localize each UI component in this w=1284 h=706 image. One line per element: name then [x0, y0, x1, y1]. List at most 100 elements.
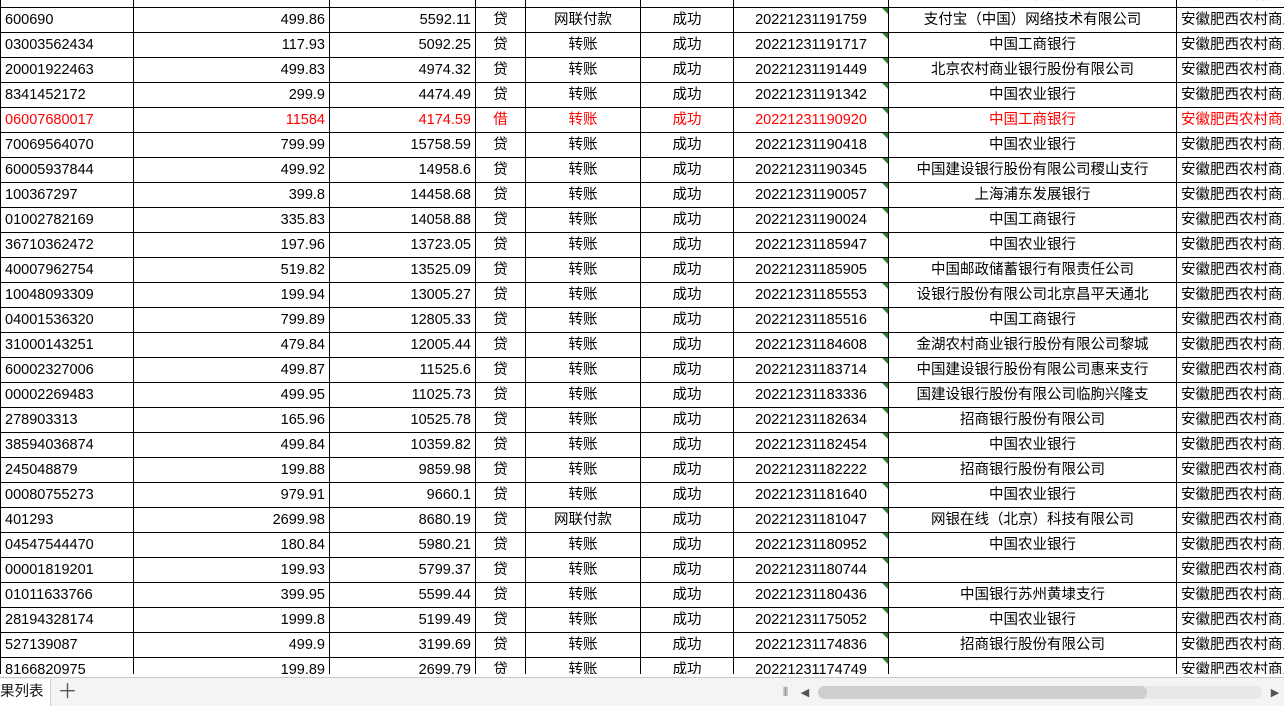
cell-account[interactable]: 20001922463	[0, 57, 134, 83]
cell-status[interactable]: 成功	[640, 482, 734, 508]
cell-balance[interactable]: 5592.11	[329, 7, 476, 33]
cell-transaction-type[interactable]: 转账	[525, 482, 641, 508]
table-row[interactable]: 8341452172 299.9 4474.49 贷转账 成功 2022123119134…	[0, 82, 1284, 108]
cell-datetime[interactable]: 20221231175052	[733, 607, 889, 633]
cell-account[interactable]: 401293	[0, 507, 134, 533]
cell-account[interactable]: 01002782169	[0, 207, 134, 233]
cell-debit-credit[interactable]: 贷	[475, 432, 526, 458]
add-sheet-icon[interactable]: ＋	[57, 680, 78, 703]
cell-datetime[interactable]: 20221231184608	[733, 332, 889, 358]
cell-account[interactable]: 01011633766	[0, 582, 134, 608]
cell-datetime[interactable]: 20221231180952	[733, 532, 889, 558]
cell-bank[interactable]: 安徽肥西农村商业银行	[1176, 0, 1284, 8]
cell-status[interactable]: 成功	[640, 407, 734, 433]
cell-bank[interactable]: 安徽肥西农村商业银行	[1176, 357, 1284, 383]
cell-balance[interactable]: 14458.68	[329, 182, 476, 208]
table-row[interactable]: 01002782169 335.83 14058.88 贷转账 成功 2022123119…	[0, 207, 1284, 233]
cell-status[interactable]: 成功	[640, 232, 734, 258]
cell-transaction-type[interactable]: 转账	[525, 107, 641, 133]
cell-status[interactable]: 成功	[640, 207, 734, 233]
cell-counterparty[interactable]: 中国农业银行	[888, 232, 1177, 258]
cell-balance[interactable]: 13525.09	[329, 257, 476, 283]
cell-amount[interactable]: 499.9	[133, 632, 330, 658]
cell-counterparty[interactable]: 中国农业银行	[888, 132, 1177, 158]
cell-amount[interactable]: 11584	[133, 107, 330, 133]
cell-transaction-type[interactable]: 转账	[525, 0, 641, 8]
cell-status[interactable]: 成功	[640, 532, 734, 558]
cell-debit-credit[interactable]: 贷	[475, 257, 526, 283]
cell-account[interactable]: 28194328174	[0, 607, 134, 633]
cell-status[interactable]: 成功	[640, 507, 734, 533]
cell-balance[interactable]: 4474.49	[329, 82, 476, 108]
cell-transaction-type[interactable]: 转账	[525, 132, 641, 158]
cell-debit-credit[interactable]: 贷	[475, 232, 526, 258]
cell-counterparty[interactable]: 中国农业银行	[888, 432, 1177, 458]
cell-account[interactable]: 60005937844	[0, 157, 134, 183]
cell-amount[interactable]: 499.92	[133, 157, 330, 183]
cell-amount[interactable]: 199.88	[133, 457, 330, 483]
cell-account[interactable]: 70069564070	[0, 132, 134, 158]
cell-balance[interactable]: 9660.1	[329, 482, 476, 508]
cell-counterparty[interactable]: 中国工商银行	[888, 32, 1177, 58]
cell-status[interactable]: 成功	[640, 432, 734, 458]
grid-scroll-region[interactable]: 05007187549199.845791.95贷转账成功20221231192…	[0, 0, 1284, 683]
cell-status[interactable]: 成功	[640, 132, 734, 158]
cell-bank[interactable]: 安徽肥西农村商业银行	[1176, 282, 1284, 308]
cell-datetime[interactable]: 20221231182222	[733, 457, 889, 483]
cell-counterparty[interactable]: 中国工商银行	[888, 307, 1177, 333]
table-row[interactable]: 28194328174 1999.8 5199.49 贷转账 成功 20221231175…	[0, 607, 1284, 633]
cell-amount[interactable]: 499.95	[133, 382, 330, 408]
cell-status[interactable]: 成功	[640, 157, 734, 183]
table-row[interactable]: 31000143251 479.84 12005.44 贷转账 成功 2022123118…	[0, 332, 1284, 358]
cell-debit-credit[interactable]: 贷	[475, 7, 526, 33]
cell-amount[interactable]: 499.86	[133, 7, 330, 33]
cell-datetime[interactable]: 20221231190345	[733, 157, 889, 183]
table-row[interactable]: 278903313 165.96 10525.78 贷转账 成功 202212311826…	[0, 407, 1284, 433]
sheet-tab-active[interactable]: 果列表	[0, 678, 51, 706]
cell-account[interactable]: 04547544470	[0, 532, 134, 558]
cell-datetime[interactable]: 20221231183714	[733, 357, 889, 383]
cell-account[interactable]: 06007680017	[0, 107, 134, 133]
cell-account[interactable]: 600690	[0, 7, 134, 33]
cell-amount[interactable]: 199.94	[133, 282, 330, 308]
cell-datetime[interactable]: 20221231190024	[733, 207, 889, 233]
cell-status[interactable]: 成功	[640, 307, 734, 333]
cell-balance[interactable]: 4174.59	[329, 107, 476, 133]
cell-balance[interactable]: 8680.19	[329, 507, 476, 533]
table-row[interactable]: 100367297 399.8 14458.68 贷转账 成功 2022123119005…	[0, 182, 1284, 208]
cell-balance[interactable]: 5799.37	[329, 557, 476, 583]
cell-debit-credit[interactable]: 贷	[475, 582, 526, 608]
cell-transaction-type[interactable]: 转账	[525, 207, 641, 233]
table-row[interactable]: 401293 2699.98 8680.19 贷网联付款 成功 2022123118104…	[0, 507, 1284, 533]
cell-amount[interactable]: 499.83	[133, 57, 330, 83]
cell-counterparty[interactable]: 苏州银行股份有限公司	[888, 0, 1177, 8]
cell-amount[interactable]: 199.93	[133, 557, 330, 583]
cell-status[interactable]: 成功	[640, 107, 734, 133]
table-row[interactable]: 04547544470 180.84 5980.21 贷转账 成功 20221231180…	[0, 532, 1284, 558]
cell-counterparty[interactable]	[888, 557, 1177, 583]
cell-amount[interactable]: 2699.98	[133, 507, 330, 533]
cell-datetime[interactable]: 20221231192821	[733, 0, 889, 8]
cell-datetime[interactable]: 20221231182454	[733, 432, 889, 458]
cell-transaction-type[interactable]: 转账	[525, 457, 641, 483]
cell-datetime[interactable]: 20221231191449	[733, 57, 889, 83]
cell-counterparty[interactable]: 网银在线（北京）科技有限公司	[888, 507, 1177, 533]
cell-amount[interactable]: 499.84	[133, 432, 330, 458]
cell-account[interactable]: 100367297	[0, 182, 134, 208]
cell-account[interactable]: 00001819201	[0, 557, 134, 583]
cell-counterparty[interactable]: 招商银行股份有限公司	[888, 407, 1177, 433]
cell-bank[interactable]: 安徽肥西农村商业银行	[1176, 482, 1284, 508]
cell-datetime[interactable]: 20221231191759	[733, 7, 889, 33]
cell-bank[interactable]: 安徽肥西农村商业银行	[1176, 207, 1284, 233]
cell-balance[interactable]: 15758.59	[329, 132, 476, 158]
cell-debit-credit[interactable]: 贷	[475, 157, 526, 183]
cell-bank[interactable]: 安徽肥西农村商业银行	[1176, 7, 1284, 33]
cell-counterparty[interactable]: 中国工商银行	[888, 207, 1177, 233]
scroll-left-icon[interactable]: ◀	[800, 686, 810, 699]
table-row[interactable]: 20001922463 499.83 4974.32 贷转账 成功 20221231191…	[0, 57, 1284, 83]
cell-counterparty[interactable]: 招商银行股份有限公司	[888, 457, 1177, 483]
cell-balance[interactable]: 4974.32	[329, 57, 476, 83]
cell-bank[interactable]: 安徽肥西农村商业银行	[1176, 157, 1284, 183]
cell-transaction-type[interactable]: 转账	[525, 432, 641, 458]
table-row[interactable]: 38594036874 499.84 10359.82 贷转账 成功 2022123118…	[0, 432, 1284, 458]
